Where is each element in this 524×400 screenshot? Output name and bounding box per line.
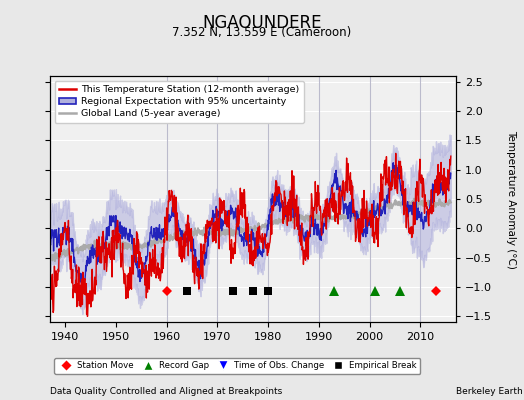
Text: Data Quality Controlled and Aligned at Breakpoints: Data Quality Controlled and Aligned at B…	[50, 387, 282, 396]
Text: Berkeley Earth: Berkeley Earth	[456, 387, 522, 396]
Y-axis label: Temperature Anomaly (°C): Temperature Anomaly (°C)	[506, 130, 516, 268]
Legend: This Temperature Station (12-month average), Regional Expectation with 95% uncer: This Temperature Station (12-month avera…	[54, 81, 304, 123]
Text: NGAOUNDERE: NGAOUNDERE	[202, 14, 322, 32]
Text: 7.352 N, 13.559 E (Cameroon): 7.352 N, 13.559 E (Cameroon)	[172, 26, 352, 39]
Legend: Station Move, Record Gap, Time of Obs. Change, Empirical Break: Station Move, Record Gap, Time of Obs. C…	[54, 358, 420, 374]
